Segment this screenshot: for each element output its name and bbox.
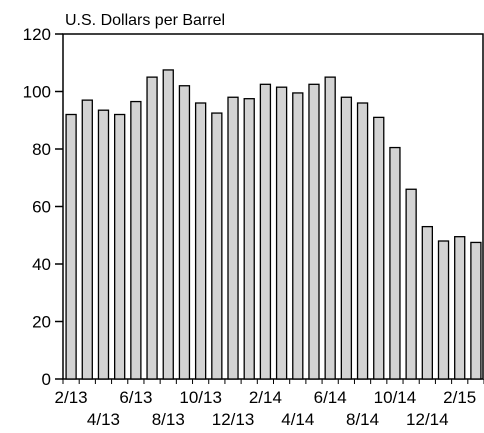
x-tick-label: 12/13 (212, 410, 255, 429)
bar (275, 86, 288, 380)
bar (373, 116, 385, 380)
plot-area-frame (62, 33, 484, 380)
bar (389, 146, 401, 380)
bar (162, 69, 174, 380)
bar (356, 102, 369, 380)
bar-series (65, 69, 482, 380)
y-tick-label: 0 (42, 370, 51, 389)
y-tick-label: 100 (23, 83, 51, 102)
bar (194, 102, 207, 380)
bar (81, 99, 93, 380)
bar (405, 188, 417, 380)
bar (97, 109, 110, 380)
x-axis: 2/13 4/13 6/138/13 10/13 12/13 2/14 4/146/14 8/… (55, 379, 484, 429)
bar (259, 83, 272, 380)
x-tick-label: 4/14 (281, 410, 314, 429)
bar (130, 100, 142, 380)
x-tick-label: 2/15 (443, 388, 476, 407)
x-tick-label: 8/13 (152, 410, 185, 429)
bar (178, 85, 191, 380)
x-tick-label: 6/13 (119, 388, 152, 407)
bar (437, 240, 450, 380)
x-tick-label: 8/14 (346, 410, 379, 429)
bar (470, 241, 482, 380)
bar (146, 76, 158, 380)
bar (243, 98, 255, 380)
bar (227, 96, 239, 380)
y-axis: 0 20 40 60 80 100 120 (23, 25, 63, 389)
bar (454, 236, 466, 380)
y-tick-label: 60 (32, 198, 51, 217)
bar (292, 92, 304, 380)
x-tick-label: 12/14 (406, 410, 449, 429)
x-tick-label: 10/13 (179, 388, 222, 407)
bar (308, 83, 320, 380)
x-tick-label: 2/14 (249, 388, 282, 407)
x-tick-label: 6/14 (314, 388, 347, 407)
bar (114, 113, 126, 380)
x-tick-label: 10/14 (374, 388, 417, 407)
x-tick-label: 2/13 (55, 388, 88, 407)
y-tick-label: 40 (32, 255, 51, 274)
bar (421, 225, 433, 380)
y-tick-label: 80 (32, 140, 51, 159)
bar (324, 76, 336, 380)
y-tick-label: 120 (23, 25, 51, 44)
x-tick-label: 4/13 (87, 410, 120, 429)
bar (211, 112, 223, 380)
y-tick-label: 20 (32, 313, 51, 332)
bar (340, 96, 353, 380)
y-axis-label: U.S. Dollars per Barrel (65, 12, 225, 29)
bar (65, 113, 77, 380)
